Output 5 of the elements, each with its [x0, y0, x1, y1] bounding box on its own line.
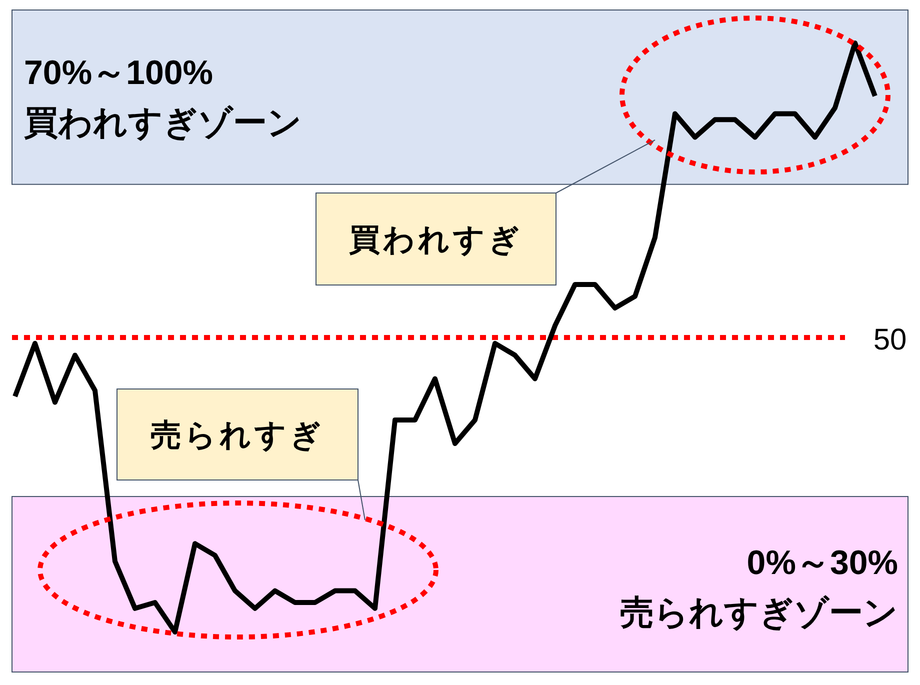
ref-line-label: 50 — [873, 324, 907, 356]
band-label: 70%～100% 買われすぎゾーン — [24, 54, 302, 142]
annotation: 買われすぎ — [349, 222, 523, 257]
annotation: 売られすぎ — [150, 418, 324, 452]
band-label: 0%～30% 売られすぎゾーン — [620, 544, 898, 632]
